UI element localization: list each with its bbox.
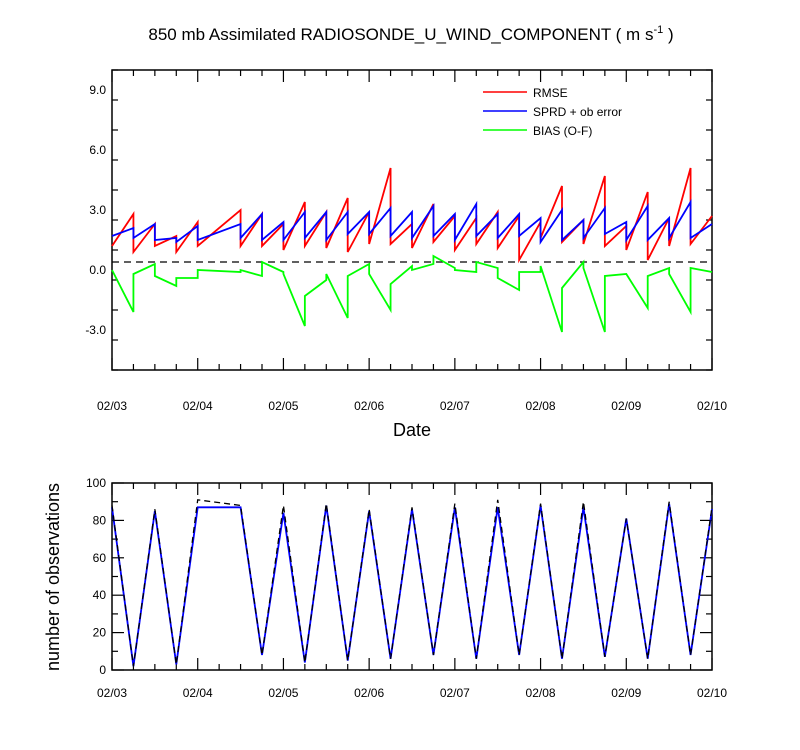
series-line-obs-possible [111,499,713,667]
x-tick-label: 02/08 [526,686,556,700]
bottom-series [111,499,713,667]
x-tick-label: 02/03 [97,399,127,413]
x-tick-label: 02/07 [440,686,470,700]
top-y-tick-labels: -3.0 0.0 3.0 6.0 9.0 [85,83,106,337]
x-tick-label: 02/05 [268,399,298,413]
series-line-rmse [111,167,713,264]
y-tick-label: 3.0 [89,203,106,217]
series-line-bias-o-f [111,254,713,333]
y-tick-label: 0.0 [89,263,106,277]
chart-title-superscript: -1 [653,24,663,36]
x-tick-label: 02/04 [183,399,213,413]
top-x-tick-labels: 02/03 02/04 02/05 02/06 02/07 02/08 02/09 02/10 [97,399,727,413]
x-tick-label: 02/09 [611,686,641,700]
x-tick-label: 02/10 [697,686,727,700]
series-line-sprd-ob-error [111,198,713,245]
y-tick-label: 100 [86,476,106,490]
top-ticks [111,69,713,371]
y-tick-label: 80 [93,513,107,527]
x-tick-label: 02/08 [526,399,556,413]
y-tick-label: -3.0 [85,323,106,337]
y-tick-label: 20 [93,626,107,640]
legend-label-bias: BIAS (O-F) [533,124,592,138]
top-x-axis-title: Date [393,420,431,440]
bottom-y-axis-title: number of observations [43,483,63,671]
y-tick-label: 6.0 [89,143,106,157]
bottom-x-tick-labels: 02/03 02/04 02/05 02/06 02/07 02/08 02/09 02/10 [97,686,727,700]
x-tick-label: 02/09 [611,399,641,413]
x-tick-label: 02/06 [354,686,384,700]
legend-label-sprd: SPRD + ob error [533,105,622,119]
x-tick-label: 02/05 [268,686,298,700]
legend: RMSE SPRD + ob error BIAS (O-F) [483,86,622,138]
series-line-obs-used [111,503,713,667]
x-tick-label: 02/06 [354,399,384,413]
chart-title-end: ) [663,25,673,44]
x-tick-label: 02/03 [97,686,127,700]
chart-title-main: 850 mb Assimilated RADIOSONDE_U_WIND_COM… [148,25,653,44]
y-tick-label: 60 [93,551,107,565]
y-tick-label: 9.0 [89,83,106,97]
x-tick-label: 02/07 [440,399,470,413]
bottom-y-tick-labels: 0 20 40 60 80 100 [86,476,106,677]
chart-title: 850 mb Assimilated RADIOSONDE_U_WIND_COM… [148,24,673,44]
x-tick-label: 02/10 [697,399,727,413]
x-tick-label: 02/04 [183,686,213,700]
y-tick-label: 0 [99,663,106,677]
top-series [111,167,713,333]
top-panel: -3.00.03.06.09.0 02/03 02/04 02/05 02/06 02/… [85,69,727,440]
legend-label-rmse: RMSE [533,86,568,100]
y-tick-label: 40 [93,588,107,602]
